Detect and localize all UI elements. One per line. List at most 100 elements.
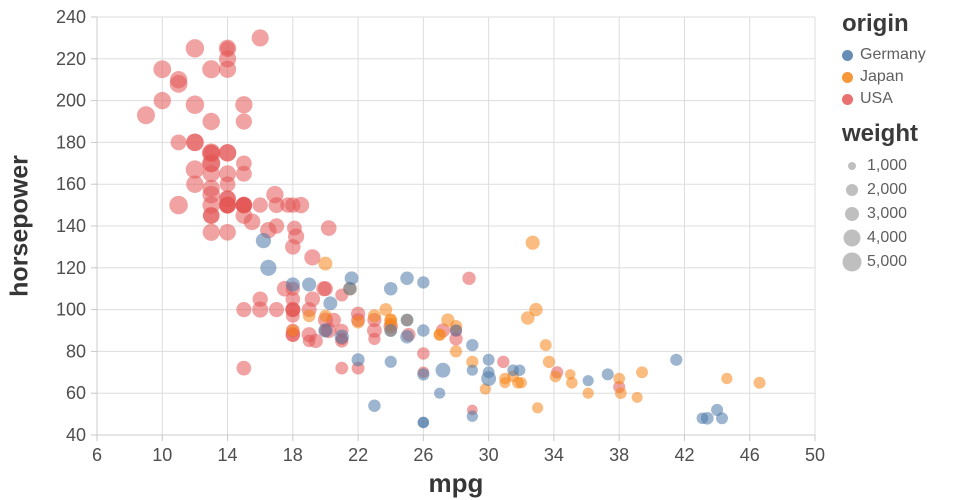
- data-point: [268, 302, 285, 318]
- data-point: [318, 323, 333, 338]
- legend-weight-label: 5,000: [867, 253, 908, 270]
- legend-size-bubble-box: [842, 228, 862, 248]
- data-point: [292, 196, 310, 214]
- legend-weight-label: 4,000: [867, 229, 908, 246]
- x-tick-label: 42: [674, 445, 694, 465]
- data-point: [202, 179, 220, 198]
- data-point: [549, 370, 562, 383]
- x-tick-label: 10: [152, 445, 172, 465]
- data-point: [318, 256, 333, 271]
- data-point: [368, 399, 381, 412]
- data-point: [286, 324, 299, 337]
- data-point: [185, 160, 205, 179]
- data-point: [466, 364, 478, 376]
- data-point: [582, 375, 594, 387]
- legend-origin-label: Germany: [860, 46, 926, 63]
- data-point: [351, 353, 365, 367]
- y-tick-label: 40: [66, 425, 86, 445]
- data-point: [512, 376, 524, 389]
- y-tick-label: 60: [66, 383, 86, 403]
- data-point: [434, 387, 446, 399]
- y-tick-label: 100: [56, 300, 86, 320]
- data-point: [235, 96, 253, 114]
- data-point: [251, 29, 269, 47]
- x-tick-label: 14: [218, 445, 238, 465]
- data-point: [417, 324, 430, 337]
- data-point: [320, 220, 337, 236]
- legend-size-bubble-box: [842, 252, 862, 272]
- data-point: [302, 277, 317, 292]
- legend-origin-items: Germany Japan USA: [842, 44, 960, 110]
- legend-origin-item-usa: USA: [842, 88, 960, 110]
- data-point: [202, 196, 220, 214]
- data-point: [302, 309, 316, 323]
- data-point: [308, 333, 323, 349]
- legend-origin-title: origin: [842, 10, 909, 37]
- data-point: [417, 347, 430, 360]
- data-point: [304, 291, 321, 307]
- legend-weight-label: 3,000: [867, 205, 908, 222]
- data-point: [433, 328, 446, 341]
- y-tick-label: 200: [56, 91, 86, 111]
- data-point: [219, 196, 237, 214]
- data-point: [218, 144, 237, 162]
- legend-weight-items: 1,000 2,000 3,000 4,000 5,000: [842, 154, 960, 274]
- data-point: [481, 371, 497, 387]
- legend-size-bubble: [845, 207, 859, 221]
- legend-size-bubble-box: [842, 204, 862, 224]
- legend-weight-label: 2,000: [867, 181, 908, 198]
- data-point: [304, 249, 321, 266]
- x-tick-label: 30: [479, 445, 499, 465]
- legend-weight-title: weight: [842, 120, 918, 147]
- data-point: [384, 324, 398, 337]
- x-tick-label: 38: [609, 445, 629, 465]
- data-point: [513, 364, 526, 376]
- data-point: [435, 362, 451, 378]
- y-axis-title: horsepower: [5, 155, 34, 297]
- data-point: [219, 223, 236, 241]
- legend-color-swatch: [842, 49, 853, 61]
- data-point: [202, 60, 221, 79]
- x-axis-title: mpg: [428, 468, 484, 498]
- data-point: [721, 372, 733, 385]
- data-point: [186, 175, 204, 193]
- data-point: [366, 323, 382, 338]
- data-point: [466, 410, 478, 422]
- data-point: [255, 232, 272, 249]
- legend-weight-item-3000: 3,000: [842, 202, 960, 226]
- data-point: [417, 416, 430, 429]
- legend: origin Germany Japan USA weight 1,000 2,000…: [842, 6, 960, 274]
- data-point: [186, 133, 204, 152]
- data-point: [285, 277, 300, 292]
- legend-weight-item-5000: 5,000: [842, 250, 960, 274]
- data-point: [615, 387, 627, 400]
- data-point: [449, 345, 463, 358]
- data-point: [169, 195, 188, 215]
- data-point: [236, 155, 252, 172]
- data-point: [153, 91, 171, 110]
- data-point: [753, 376, 766, 389]
- data-point: [319, 309, 332, 323]
- data-point: [218, 60, 237, 78]
- data-point: [235, 113, 252, 130]
- legend-weight-item-2000: 2,000: [842, 178, 960, 202]
- data-point: [202, 223, 220, 241]
- y-tick-label: 220: [56, 49, 86, 69]
- data-point: [236, 360, 252, 376]
- data-point: [219, 165, 237, 183]
- data-point: [400, 271, 414, 286]
- data-point: [417, 368, 430, 381]
- y-tick-label: 140: [56, 216, 86, 236]
- y-tick-label: 240: [56, 7, 86, 27]
- data-point: [185, 39, 205, 58]
- data-point: [287, 220, 302, 236]
- legend-size-bubble: [842, 252, 862, 272]
- data-point: [525, 235, 540, 250]
- data-point: [482, 353, 495, 366]
- data-point: [169, 74, 188, 93]
- data-point: [280, 197, 296, 213]
- data-point: [266, 186, 284, 204]
- legend-origin-label: USA: [860, 90, 893, 107]
